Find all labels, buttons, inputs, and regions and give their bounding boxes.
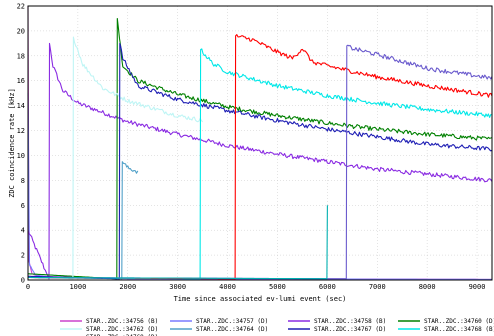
y-tick-label: 0 — [21, 277, 25, 285]
x-tick-label: 0 — [26, 283, 30, 291]
legend-entry: STAR..ZDC.:34758 (B) — [314, 318, 386, 325]
x-tick-label: 8000 — [419, 283, 436, 291]
x-tick-label: 2000 — [119, 283, 136, 291]
y-tick-label: 22 — [17, 3, 25, 11]
y-tick-label: 8 — [21, 177, 25, 185]
x-tick-label: 5000 — [269, 283, 286, 291]
y-tick-label: 18 — [17, 52, 25, 60]
y-tick-label: 16 — [17, 77, 25, 85]
x-tick-label: 1000 — [69, 283, 86, 291]
series-line — [27, 42, 493, 280]
x-tick-label: 6000 — [319, 283, 336, 291]
legend-entry: STAR..ZDC.:34762 (D) — [86, 326, 158, 333]
legend-entry: STAR..ZDC.:34760 (D) — [424, 318, 494, 325]
y-tick-label: 12 — [17, 127, 25, 135]
x-tick-label: 7000 — [369, 283, 386, 291]
legend: STAR..ZDC.:34756 (B) STAR..ZDC.:34757 (D)… — [60, 318, 494, 336]
legend-entry: STAR..ZDC.:34767 (D) — [314, 326, 386, 333]
y-tick-label: 14 — [17, 102, 25, 110]
legend-entry: STAR..ZDC.:34769 (D) — [86, 334, 158, 336]
legend-entry: STAR..ZDC.:34756 (B) — [86, 318, 158, 325]
y-tick-label: 10 — [17, 152, 25, 160]
x-tick-label: 4000 — [219, 283, 236, 291]
y-tick-label: 2 — [21, 252, 25, 260]
x-tick-label: 9000 — [469, 283, 486, 291]
x-axis-title: Time since associated ev-lumi event (sec… — [174, 295, 347, 303]
y-tick-label: 20 — [17, 27, 25, 35]
y-tick-label: 4 — [21, 227, 25, 235]
x-tick-label: 3000 — [169, 283, 186, 291]
plot-frame — [27, 5, 493, 281]
y-tick-label: 6 — [21, 202, 25, 210]
series-line — [28, 205, 328, 280]
series-lines — [27, 5, 493, 280]
y-axis-title: ZDC coincidence rate [kHz] — [8, 88, 16, 198]
legend-entry: STAR..ZDC.:34757 (D) — [196, 318, 268, 325]
tick-labels: 0 2 4 6 8 10 12 14 16 18 20 22 0 1000 2000 3000 4000 5000… — [17, 3, 486, 292]
legend-entry: STAR..ZDC.:34768 (B) — [424, 326, 494, 333]
legend-entry: STAR..ZDC.:34764 (D) — [196, 326, 268, 333]
